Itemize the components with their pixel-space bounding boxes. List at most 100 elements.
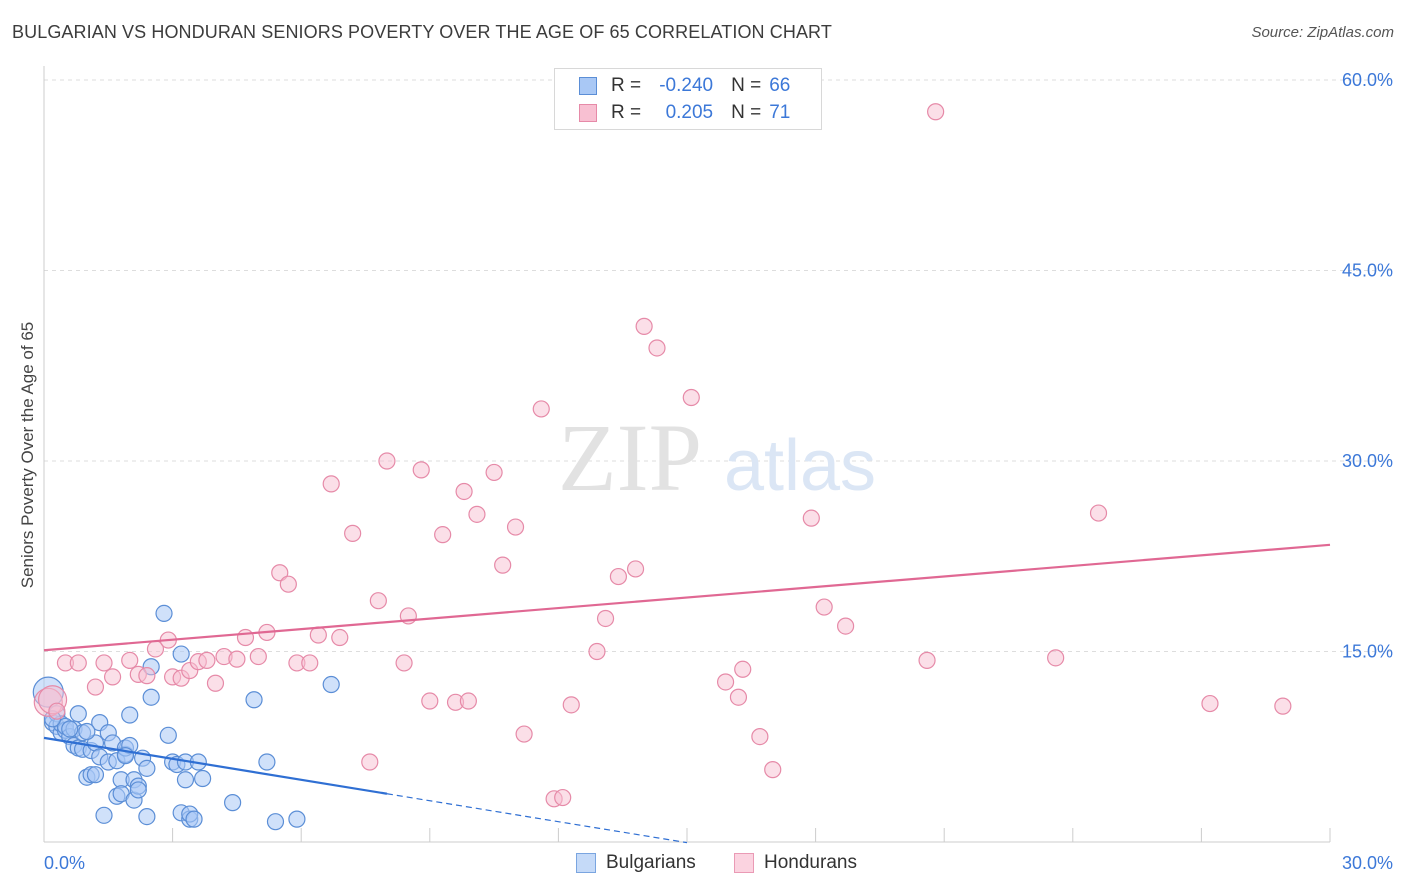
honduran-point — [271, 564, 289, 582]
bulgarians-swatch — [579, 77, 597, 95]
legend-label-hondurans: Hondurans — [764, 852, 857, 873]
honduran-point — [138, 667, 156, 685]
honduran-point — [228, 650, 246, 668]
honduran-point — [648, 339, 666, 357]
watermark-atlas: atlas — [724, 426, 876, 506]
bulgarian-point — [138, 759, 156, 777]
honduran-point — [309, 626, 327, 644]
honduran-point — [626, 560, 645, 578]
honduran-point — [206, 674, 225, 692]
y-tick-label: 60.0% — [1342, 70, 1393, 90]
series-legend: Bulgarians Hondurans — [0, 852, 1406, 878]
series-bulgarians — [32, 604, 340, 831]
honduran-point — [369, 592, 387, 610]
bulgarian-point — [129, 781, 147, 799]
honduran-point — [554, 788, 572, 807]
honduran-point — [716, 673, 735, 691]
trend-lines — [43, 543, 1331, 844]
honduran-point — [434, 526, 452, 544]
y-tick-label: 15.0% — [1342, 642, 1393, 662]
n-value: 66 — [769, 75, 791, 96]
bulgarians-legend-swatch — [576, 853, 596, 873]
watermark-zip: ZIP — [558, 404, 702, 511]
honduran-point — [682, 388, 700, 407]
legend-item-bulgarians[interactable]: Bulgarians — [576, 852, 696, 874]
honduran-point — [378, 452, 396, 470]
bulgarian-point — [185, 810, 203, 828]
r-value: -0.240 — [659, 75, 714, 96]
honduran-point — [1089, 504, 1108, 522]
honduran-point — [1047, 649, 1065, 667]
honduran-point — [485, 463, 503, 482]
legend-item-hondurans[interactable]: Hondurans — [734, 852, 857, 874]
honduran-point — [802, 509, 820, 527]
hondurans-legend-swatch — [734, 853, 754, 873]
hondurans-swatch — [579, 104, 597, 122]
tick-labels: 15.0% 30.0% 45.0% 60.0% 0.0% 30.0% — [44, 70, 1393, 873]
honduran-point — [1274, 697, 1292, 715]
r-value: 0.205 — [665, 102, 714, 123]
bulgarian-trend-line — [43, 736, 388, 795]
honduran-point — [361, 753, 379, 771]
honduran-point — [635, 317, 653, 335]
honduran-point — [279, 575, 297, 593]
y-tick-label: 30.0% — [1342, 451, 1393, 471]
bulgarian-point — [322, 675, 340, 694]
bulgarian-point — [155, 604, 173, 623]
honduran-point — [95, 654, 113, 672]
honduran-point — [918, 651, 936, 669]
bulgarian-point — [194, 769, 212, 788]
n-value: 71 — [769, 102, 791, 123]
x-tick-label: 30.0% — [1342, 853, 1393, 873]
bulgarian-point — [95, 806, 113, 824]
honduran-point — [412, 461, 430, 479]
honduran-point — [494, 556, 512, 574]
honduran-point — [198, 651, 216, 669]
bulgarian-point — [224, 794, 242, 812]
legend-row-hondurans: R = 0.205 N = 71 — [579, 100, 809, 126]
honduran-point — [86, 678, 105, 696]
bulgarian-point — [245, 691, 263, 709]
honduran-point — [734, 660, 752, 678]
honduran-point — [596, 609, 615, 628]
bulgarian-point — [172, 645, 190, 663]
bulgarian-point — [142, 688, 160, 706]
honduran-point — [729, 688, 748, 706]
bulgarian-point — [138, 807, 156, 826]
honduran-point — [468, 505, 486, 523]
n-label: N = — [731, 102, 762, 123]
n-label: N = — [731, 75, 762, 96]
honduran-point — [459, 692, 477, 710]
x-tick-label: 0.0% — [44, 853, 85, 873]
bulgarian-point — [258, 753, 276, 771]
honduran-point — [927, 103, 945, 121]
honduran-point — [815, 598, 833, 616]
honduran-point — [121, 651, 139, 669]
bulgarian-point — [266, 813, 285, 831]
bulgarian-point — [69, 705, 87, 723]
y-tick-label: 45.0% — [1342, 261, 1393, 281]
honduran-point — [562, 696, 580, 714]
bulgarian-point — [176, 771, 195, 789]
source-label: Source: ZipAtlas.com — [1251, 24, 1394, 41]
honduran-point — [532, 400, 550, 418]
honduran-point — [395, 654, 413, 672]
honduran-point — [344, 524, 362, 542]
honduran-point — [751, 727, 769, 746]
honduran-trend-line — [43, 543, 1331, 652]
bulgarian-point — [61, 720, 79, 738]
honduran-point — [1201, 694, 1219, 713]
r-label: R = — [611, 75, 642, 96]
r-label: R = — [611, 102, 642, 123]
honduran-point — [322, 475, 340, 493]
honduran-point — [69, 654, 87, 672]
honduran-point — [609, 567, 628, 586]
honduran-point — [506, 518, 525, 536]
bulgarian-point — [159, 726, 177, 744]
honduran-point — [331, 628, 349, 647]
bulgarian-point — [288, 810, 306, 828]
chart-title: BULGARIAN VS HONDURAN SENIORS POVERTY OV… — [12, 22, 832, 42]
legend-label-bulgarians: Bulgarians — [606, 852, 696, 873]
legend-row-bulgarians: R = -0.240 N = 66 — [579, 73, 809, 99]
